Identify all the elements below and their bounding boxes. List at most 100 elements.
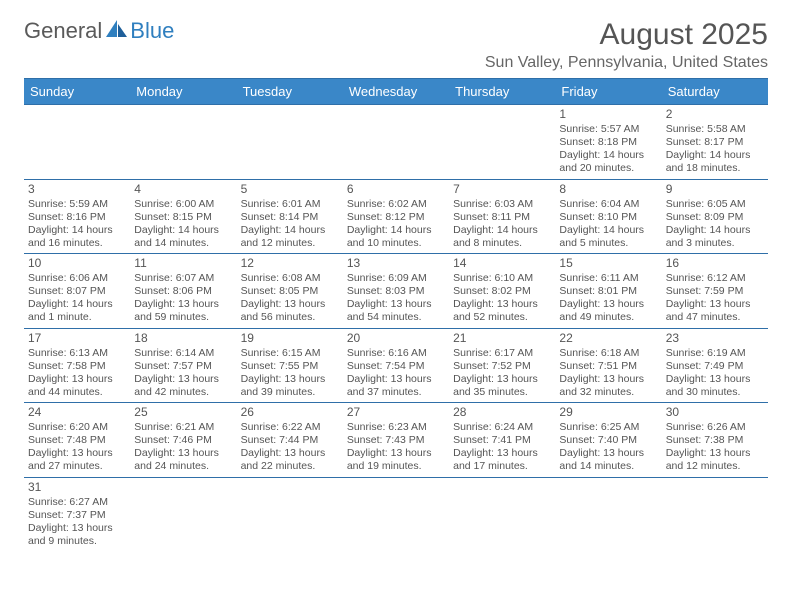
- day-cell: 3Sunrise: 5:59 AMSunset: 8:16 PMDaylight…: [24, 179, 130, 254]
- day-number: 6: [347, 182, 445, 197]
- day-cell: 20Sunrise: 6:16 AMSunset: 7:54 PMDayligh…: [343, 328, 449, 403]
- day-line: Sunrise: 6:25 AM: [559, 421, 657, 434]
- day-cell: 14Sunrise: 6:10 AMSunset: 8:02 PMDayligh…: [449, 254, 555, 329]
- empty-cell: [237, 105, 343, 180]
- day-line: Sunset: 8:09 PM: [666, 211, 764, 224]
- empty-cell: [662, 477, 768, 551]
- day-line: Sunset: 7:44 PM: [241, 434, 339, 447]
- day-number: 17: [28, 331, 126, 346]
- logo: General Blue: [24, 18, 174, 44]
- day-line: and 14 minutes.: [559, 460, 657, 473]
- day-line: Daylight: 13 hours: [666, 447, 764, 460]
- day-line: Sunset: 8:01 PM: [559, 285, 657, 298]
- day-line: Daylight: 13 hours: [559, 373, 657, 386]
- day-number: 28: [453, 405, 551, 420]
- day-line: Daylight: 13 hours: [28, 373, 126, 386]
- day-line: Sunset: 8:12 PM: [347, 211, 445, 224]
- day-cell: 24Sunrise: 6:20 AMSunset: 7:48 PMDayligh…: [24, 403, 130, 478]
- day-number: 13: [347, 256, 445, 271]
- day-line: Sunrise: 6:01 AM: [241, 198, 339, 211]
- day-line: Sunrise: 6:16 AM: [347, 347, 445, 360]
- day-number: 22: [559, 331, 657, 346]
- day-line: and 54 minutes.: [347, 311, 445, 324]
- day-line: Daylight: 13 hours: [453, 373, 551, 386]
- empty-cell: [130, 477, 236, 551]
- day-line: and 24 minutes.: [134, 460, 232, 473]
- day-line: Daylight: 13 hours: [453, 447, 551, 460]
- day-line: Sunset: 7:59 PM: [666, 285, 764, 298]
- title-block: August 2025 Sun Valley, Pennsylvania, Un…: [485, 18, 768, 72]
- day-cell: 27Sunrise: 6:23 AMSunset: 7:43 PMDayligh…: [343, 403, 449, 478]
- day-line: and 12 minutes.: [666, 460, 764, 473]
- day-line: and 5 minutes.: [559, 237, 657, 250]
- logo-text-2: Blue: [130, 18, 174, 44]
- day-line: Sunrise: 6:07 AM: [134, 272, 232, 285]
- day-number: 16: [666, 256, 764, 271]
- day-line: Sunset: 8:06 PM: [134, 285, 232, 298]
- day-line: Sunrise: 6:05 AM: [666, 198, 764, 211]
- day-cell: 23Sunrise: 6:19 AMSunset: 7:49 PMDayligh…: [662, 328, 768, 403]
- month-title: August 2025: [485, 18, 768, 52]
- day-line: Sunrise: 6:13 AM: [28, 347, 126, 360]
- day-line: Sunrise: 6:20 AM: [28, 421, 126, 434]
- day-cell: 13Sunrise: 6:09 AMSunset: 8:03 PMDayligh…: [343, 254, 449, 329]
- day-cell: 22Sunrise: 6:18 AMSunset: 7:51 PMDayligh…: [555, 328, 661, 403]
- empty-cell: [130, 105, 236, 180]
- day-number: 30: [666, 405, 764, 420]
- day-line: Daylight: 13 hours: [453, 298, 551, 311]
- day-line: Sunrise: 5:57 AM: [559, 123, 657, 136]
- weekday-sunday: Sunday: [24, 79, 130, 105]
- day-line: Sunset: 7:57 PM: [134, 360, 232, 373]
- day-line: Sunset: 7:43 PM: [347, 434, 445, 447]
- day-line: Sunset: 7:58 PM: [28, 360, 126, 373]
- weekday-monday: Monday: [130, 79, 236, 105]
- day-line: and 59 minutes.: [134, 311, 232, 324]
- day-line: Sunset: 7:52 PM: [453, 360, 551, 373]
- day-line: and 20 minutes.: [559, 162, 657, 175]
- day-line: Sunrise: 6:08 AM: [241, 272, 339, 285]
- day-line: Sunset: 7:40 PM: [559, 434, 657, 447]
- day-line: Daylight: 14 hours: [241, 224, 339, 237]
- day-line: Daylight: 14 hours: [28, 298, 126, 311]
- day-cell: 28Sunrise: 6:24 AMSunset: 7:41 PMDayligh…: [449, 403, 555, 478]
- day-line: Daylight: 14 hours: [559, 149, 657, 162]
- day-number: 20: [347, 331, 445, 346]
- day-line: Sunrise: 6:19 AM: [666, 347, 764, 360]
- day-line: Sunrise: 5:59 AM: [28, 198, 126, 211]
- day-line: and 3 minutes.: [666, 237, 764, 250]
- day-number: 29: [559, 405, 657, 420]
- day-line: Sunrise: 6:26 AM: [666, 421, 764, 434]
- day-cell: 25Sunrise: 6:21 AMSunset: 7:46 PMDayligh…: [130, 403, 236, 478]
- day-line: and 1 minute.: [28, 311, 126, 324]
- day-cell: 4Sunrise: 6:00 AMSunset: 8:15 PMDaylight…: [130, 179, 236, 254]
- day-number: 21: [453, 331, 551, 346]
- empty-cell: [237, 477, 343, 551]
- day-line: and 22 minutes.: [241, 460, 339, 473]
- day-number: 11: [134, 256, 232, 271]
- empty-cell: [555, 477, 661, 551]
- day-line: Sunrise: 6:00 AM: [134, 198, 232, 211]
- day-line: and 32 minutes.: [559, 386, 657, 399]
- weekday-header-row: SundayMondayTuesdayWednesdayThursdayFrid…: [24, 79, 768, 105]
- empty-cell: [449, 477, 555, 551]
- day-cell: 30Sunrise: 6:26 AMSunset: 7:38 PMDayligh…: [662, 403, 768, 478]
- calendar-table: SundayMondayTuesdayWednesdayThursdayFrid…: [24, 78, 768, 551]
- day-line: and 35 minutes.: [453, 386, 551, 399]
- day-line: and 12 minutes.: [241, 237, 339, 250]
- day-line: Sunset: 8:14 PM: [241, 211, 339, 224]
- day-line: Sunrise: 6:14 AM: [134, 347, 232, 360]
- day-line: Daylight: 13 hours: [134, 298, 232, 311]
- day-line: Sunrise: 6:24 AM: [453, 421, 551, 434]
- week-row: 31Sunrise: 6:27 AMSunset: 7:37 PMDayligh…: [24, 477, 768, 551]
- day-line: and 9 minutes.: [28, 535, 126, 548]
- day-line: Daylight: 13 hours: [666, 298, 764, 311]
- day-line: Sunrise: 6:23 AM: [347, 421, 445, 434]
- day-cell: 29Sunrise: 6:25 AMSunset: 7:40 PMDayligh…: [555, 403, 661, 478]
- day-number: 9: [666, 182, 764, 197]
- weekday-thursday: Thursday: [449, 79, 555, 105]
- day-line: Sunrise: 6:06 AM: [28, 272, 126, 285]
- empty-cell: [24, 105, 130, 180]
- day-line: Daylight: 13 hours: [241, 447, 339, 460]
- day-number: 23: [666, 331, 764, 346]
- empty-cell: [449, 105, 555, 180]
